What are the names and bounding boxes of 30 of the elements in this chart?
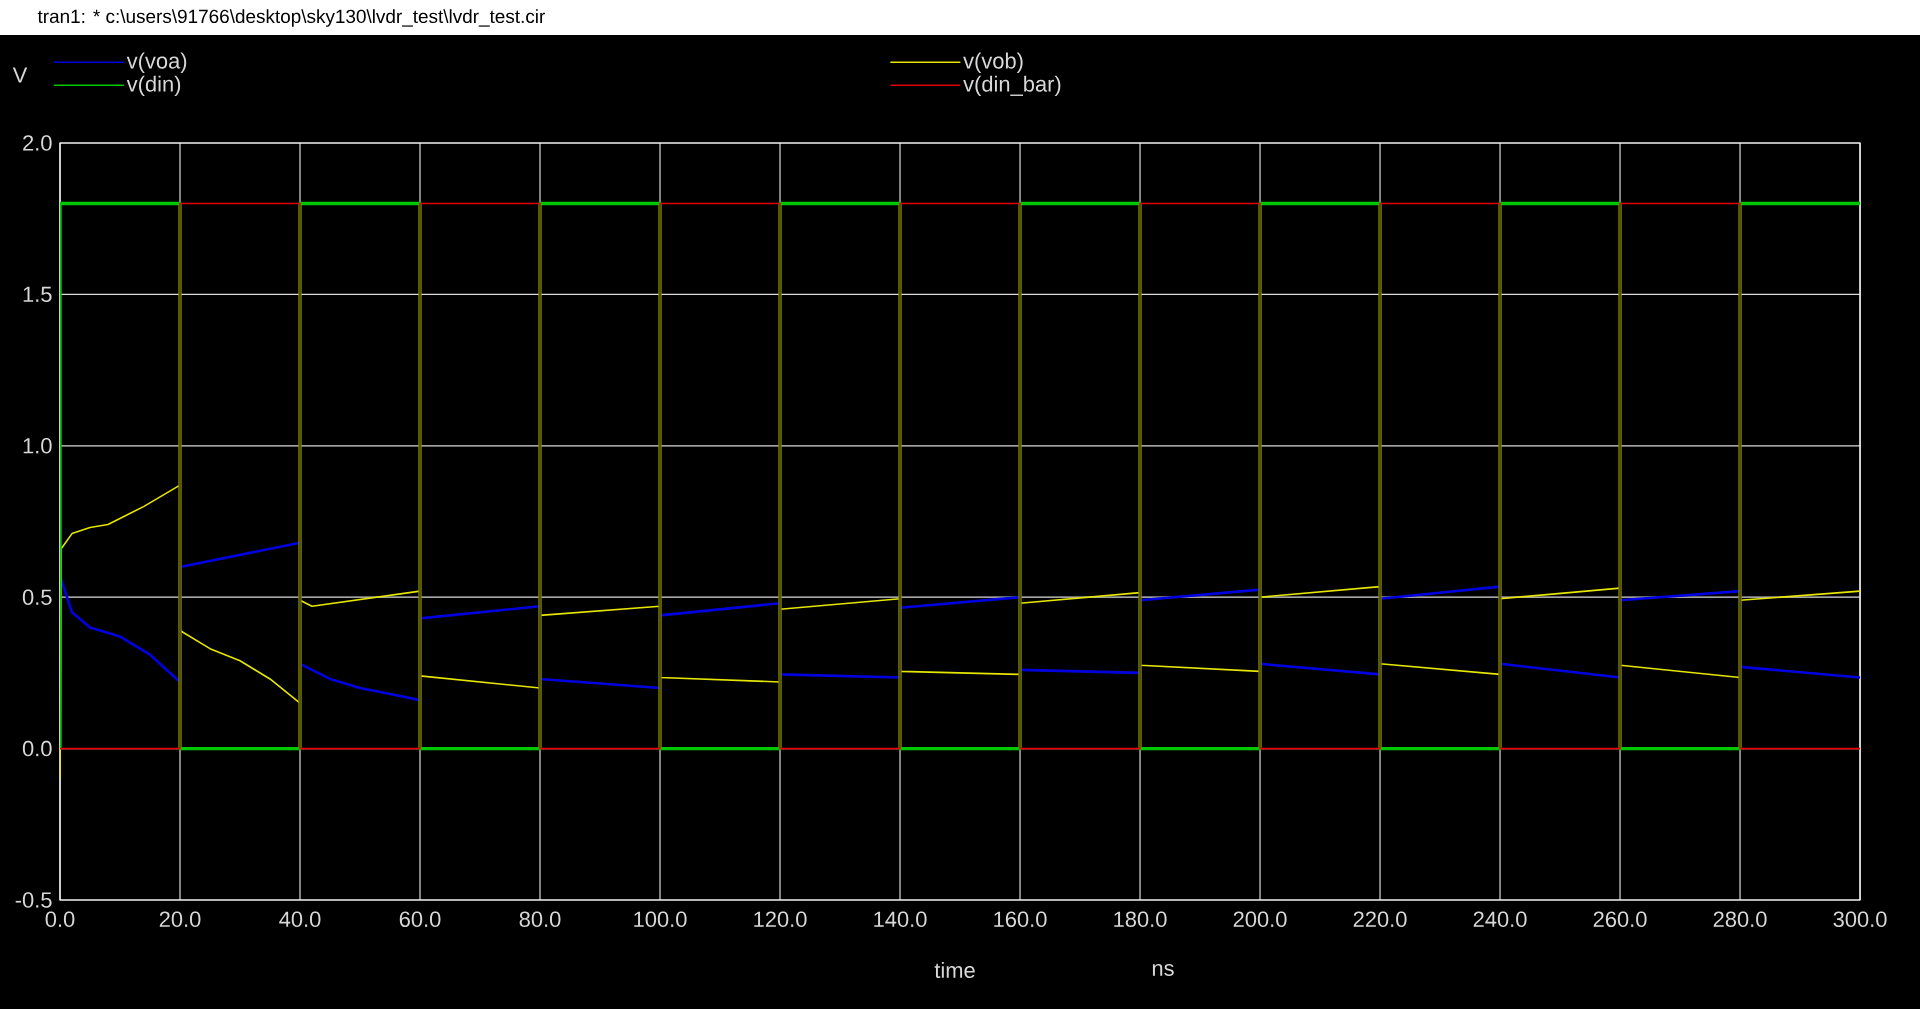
y-tick-label: 2.0 bbox=[23, 135, 52, 151]
x-tick-label: 160.0 bbox=[994, 911, 1047, 928]
y-tick-label: 1.0 bbox=[23, 438, 52, 454]
x-tick-label: 200.0 bbox=[1233, 911, 1287, 928]
legend-label: v(din) bbox=[126, 75, 181, 97]
legend-label: v(din_bar) bbox=[963, 75, 1061, 97]
text: ns bbox=[1152, 963, 1174, 977]
x-tick-label: 60.0 bbox=[399, 911, 441, 928]
x-tick-label: 20.0 bbox=[159, 911, 201, 928]
x-tick-label: 260.0 bbox=[1593, 911, 1647, 928]
x-axis-title: time bbox=[934, 961, 975, 979]
x-tick-label: 300.0 bbox=[1833, 911, 1887, 928]
y-tick-label: -0.5 bbox=[15, 892, 52, 908]
x-tick-label: 280.0 bbox=[1713, 911, 1767, 928]
chart-title: tran1: * c:\users\91766\desktop\sky130\lvdr_test\lvdr_test.cir bbox=[37, 9, 545, 27]
legend-label: v(voa) bbox=[126, 52, 187, 73]
x-tick-label: 80.0 bbox=[519, 911, 561, 928]
x-tick-label: 180.0 bbox=[1114, 911, 1167, 928]
y-axis-title: V bbox=[12, 67, 28, 83]
legend-label: v(vob) bbox=[963, 52, 1023, 73]
y-tick-label: 0.0 bbox=[22, 740, 52, 757]
x-tick-label: 140.0 bbox=[874, 911, 927, 928]
x-tick-label: 100.0 bbox=[634, 911, 687, 928]
x-tick-label: 0.0 bbox=[45, 911, 75, 928]
y-tick-label: 1.5 bbox=[23, 286, 52, 303]
x-tick-label: 120.0 bbox=[754, 911, 807, 928]
x-tick-label: 40.0 bbox=[279, 911, 321, 928]
x-tick-label: 220.0 bbox=[1353, 911, 1407, 928]
x-tick-label: 240.0 bbox=[1473, 911, 1527, 928]
y-tick-label: 0.5 bbox=[22, 589, 52, 605]
